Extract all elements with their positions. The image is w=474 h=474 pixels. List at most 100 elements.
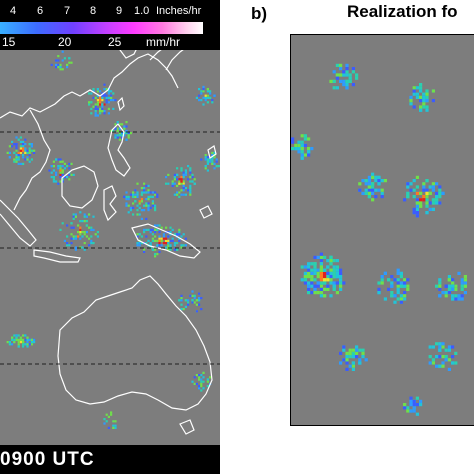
australia-coastline [57, 275, 213, 411]
rain-cell [361, 348, 365, 352]
rain-cell [211, 101, 214, 104]
rain-cell [371, 191, 375, 195]
rain-cell [348, 364, 352, 368]
rain-cell [33, 149, 36, 152]
rain-cell [211, 154, 214, 157]
rain-cell [74, 237, 77, 240]
rain-cell [19, 149, 22, 152]
rain-cell [154, 206, 157, 209]
rain-cell [351, 70, 355, 74]
rain-cell [178, 233, 181, 236]
rain-cell [215, 165, 218, 168]
rain-cell [68, 178, 71, 181]
rain-cell [178, 239, 181, 242]
rain-cell [200, 90, 203, 93]
rain-cell [438, 281, 442, 285]
rain-cell [145, 198, 148, 201]
rain-cell [351, 367, 355, 371]
rain-cell [162, 235, 165, 238]
rain-cell [70, 222, 73, 225]
legend-unit-mm: mm/hr [146, 35, 180, 49]
rain-cell [406, 284, 410, 288]
rain-cell [99, 112, 102, 115]
rain-cell [428, 191, 432, 195]
rain-cell [70, 242, 73, 245]
rain-cell [74, 215, 77, 218]
rain-cell [202, 376, 205, 379]
rain-cell [176, 233, 179, 236]
rain-cell [26, 156, 29, 159]
rain-cell [68, 57, 71, 60]
rain-cell [8, 343, 11, 346]
rain-cell [396, 268, 400, 272]
rain-cell [180, 180, 183, 183]
rain-cell [66, 66, 69, 69]
rain-cell [59, 176, 62, 179]
rain-cell [339, 287, 343, 291]
rain-cell [393, 294, 397, 298]
rain-cell [96, 103, 99, 106]
rain-cell [143, 228, 146, 231]
rain-cell [339, 73, 343, 77]
rain-cell [403, 278, 407, 282]
rain-cell [154, 224, 157, 227]
rain-cell [70, 226, 73, 229]
rain-cell [345, 351, 349, 355]
rain-cell [390, 275, 394, 279]
rain-cell [307, 291, 311, 295]
rain-cell [415, 175, 419, 179]
rain-cell [300, 156, 304, 160]
rain-cell [447, 348, 451, 352]
rain-cell [339, 63, 343, 67]
rain-cell [105, 99, 108, 102]
rain-cell [19, 338, 22, 341]
rain-cell [211, 99, 214, 102]
rain-cell [8, 145, 11, 148]
rain-cell [345, 67, 349, 71]
rain-cell [351, 361, 355, 365]
rain-cell [396, 284, 400, 288]
rain-cell [55, 171, 58, 174]
rain-cell [361, 355, 365, 359]
rain-cell [345, 367, 349, 371]
rain-cell [167, 239, 170, 242]
rain-cell [335, 271, 339, 275]
rain-cell [457, 297, 461, 301]
rain-cell [380, 188, 384, 192]
rain-cell [22, 154, 25, 157]
rain-cell [158, 237, 161, 240]
rain-cell [441, 342, 445, 346]
rain-cell [335, 63, 339, 67]
rain-cell [204, 167, 207, 170]
rain-cell [351, 67, 355, 71]
rain-cell [200, 385, 203, 388]
rain-cell [403, 291, 407, 295]
rain-cell [8, 151, 11, 154]
rain-cell [444, 294, 448, 298]
rain-cell [59, 173, 62, 176]
rain-cell [105, 88, 108, 91]
rain-cell [342, 79, 346, 83]
rain-cell [319, 262, 323, 266]
rain-cell [178, 191, 181, 194]
rain-cell [300, 265, 304, 269]
rain-cell [204, 96, 207, 99]
time-label: 0900 UTC [0, 449, 95, 470]
rain-cell [83, 215, 86, 218]
rain-cell [198, 303, 201, 306]
rain-cell [103, 88, 106, 91]
rain-cell [96, 114, 99, 117]
rain-cell [107, 101, 110, 104]
rain-cell [114, 424, 117, 427]
rain-cell [335, 73, 339, 77]
rain-cell [134, 195, 137, 198]
rain-cell [61, 171, 64, 174]
rain-cell [79, 246, 82, 249]
rain-cell [165, 242, 168, 245]
rain-cell [313, 255, 317, 259]
philippines-coastline [107, 123, 131, 177]
rain-cell [107, 415, 110, 418]
rain-cell [90, 92, 93, 95]
rain-cell [147, 191, 150, 194]
rain-cell [307, 284, 311, 288]
